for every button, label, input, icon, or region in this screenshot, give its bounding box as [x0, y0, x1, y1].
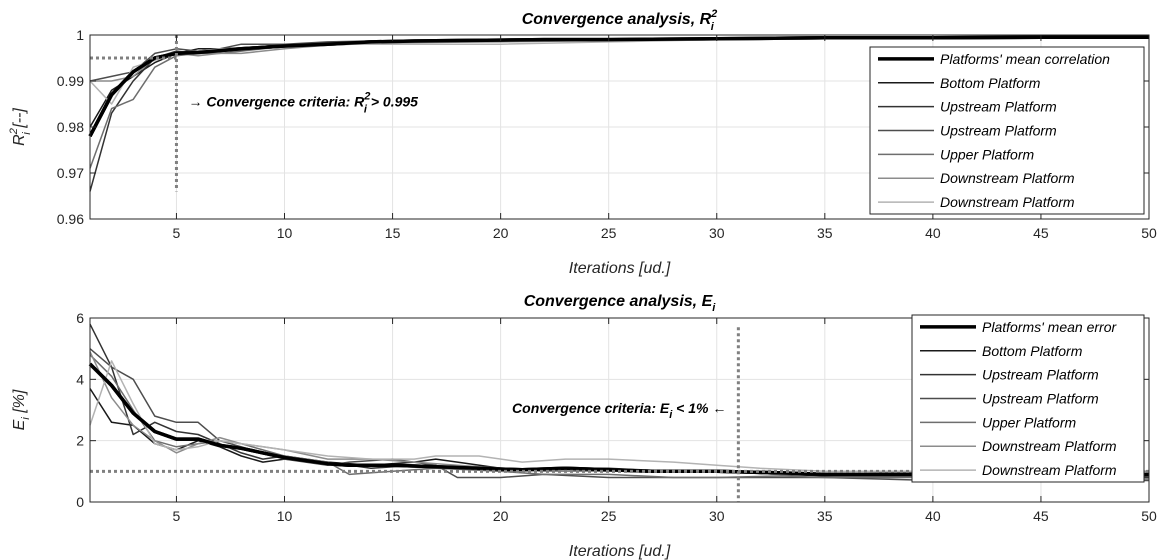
annotation-text-base: → Convergence criteria: R: [188, 93, 365, 109]
chart-title-base: Convergence analysis, R: [522, 11, 712, 28]
x-tick-label: 10: [277, 225, 293, 241]
chart-title-base: Convergence analysis, E: [524, 293, 714, 310]
x-tick-label: 15: [385, 508, 401, 524]
legend-label: Upstream Platform: [982, 391, 1099, 407]
x-tick-label: 10: [277, 508, 293, 524]
series-line-5: [89, 354, 1149, 480]
legend-label: Downstream Platform: [940, 194, 1075, 210]
legend-label: Downstream Platform: [982, 462, 1117, 478]
legend-label: Upper Platform: [940, 146, 1034, 162]
annotation-text: Convergence criteria: Ei < 1% ←: [512, 400, 726, 421]
y-axis-label-base: E: [11, 419, 28, 430]
legend: Platforms' mean correlation Bottom Platfo…: [869, 46, 1145, 215]
y-tick-label: 0.99: [57, 73, 84, 89]
legend-label: Upstream Platform: [940, 123, 1057, 139]
x-tick-label: 35: [817, 508, 833, 524]
x-tick-label: 15: [385, 225, 401, 241]
annotation-text-sub: i: [364, 103, 368, 115]
x-tick-label: 25: [601, 225, 617, 241]
legend-label: Upstream Platform: [982, 367, 1099, 383]
y-tick-label: 0.98: [57, 119, 84, 135]
x-tick-label: 45: [1033, 225, 1049, 241]
legend-label: Upstream Platform: [940, 99, 1057, 115]
x-tick-label: 30: [709, 508, 725, 524]
legend-label: Downstream Platform: [982, 438, 1117, 454]
legend-label: Upper Platform: [982, 414, 1076, 430]
x-axis-label: Iterations [ud.]: [569, 260, 671, 277]
legend-label: Bottom Platform: [982, 343, 1083, 359]
x-tick-label: 25: [601, 508, 617, 524]
y-tick-label: 2: [76, 433, 84, 449]
y-tick-label: 0: [76, 494, 84, 510]
y-axis-label-tail: [%]: [11, 389, 28, 414]
annotation-text-tail: < 1% ←: [676, 400, 726, 416]
chart-title-sup: 2: [710, 8, 717, 20]
x-tick-label: 5: [173, 508, 181, 524]
y-tick-label: 4: [76, 371, 84, 387]
annotation-text: → Convergence criteria: R2 i > 0.995: [188, 90, 418, 115]
y-tick-label: 1: [76, 27, 84, 43]
y-tick-label: 6: [76, 310, 84, 326]
chart-panel-2: 5 10 15 20 25 30 35 40 45 50 0 2 4 6 Convergence analy…: [11, 293, 1157, 560]
series-line-mean: [88, 362, 1149, 477]
legend: Platforms' mean error Bottom Platform Upst…: [911, 314, 1145, 483]
x-tick-label: 50: [1141, 225, 1157, 241]
y-axis-label-sup: 2: [8, 128, 20, 135]
x-tick-label: 40: [925, 225, 941, 241]
annotation-text-sup: 2: [363, 90, 370, 102]
y-axis-label: R2i [--]: [8, 108, 33, 146]
series-line-7: [89, 360, 1149, 476]
annotation-text-base: Convergence criteria: E: [512, 400, 670, 416]
y-axis-label-sub: i: [20, 417, 32, 420]
x-tick-label: 45: [1033, 508, 1049, 524]
x-tick-label: 40: [925, 508, 941, 524]
x-tick-label: 20: [493, 508, 509, 524]
chart-title-sub: i: [712, 302, 716, 314]
legend-label: Bottom Platform: [940, 75, 1041, 91]
legend-label: Downstream Platform: [940, 170, 1075, 186]
chart-panel-1: 5 10 15 20 25 30 35 40 45 50 0.96 0.97 0.98 0.99 1 Conv…: [8, 8, 1157, 277]
y-axis-label-sub: i: [21, 132, 33, 135]
chart-title: Convergence analysis, Ei: [524, 293, 717, 314]
y-axis-label-base: R: [11, 134, 28, 146]
legend-label: Platforms' mean error: [982, 319, 1117, 335]
chart-title: Convergence analysis, R2 i: [522, 8, 718, 33]
x-tick-label: 35: [817, 225, 833, 241]
legend-label: Platforms' mean correlation: [940, 51, 1110, 67]
annotation-text-sub: i: [669, 409, 673, 421]
chart-title-sub: i: [711, 21, 715, 33]
y-tick-label: 0.96: [57, 211, 84, 227]
annotation-text-tail: > 0.995: [371, 93, 418, 109]
axes-box: [89, 317, 1150, 503]
y-axis-label-tail: [--]: [11, 108, 28, 129]
x-tick-label: 50: [1141, 508, 1157, 524]
x-tick-label: 20: [493, 225, 509, 241]
series-line-mean: [88, 35, 1149, 138]
x-axis-label: Iterations [ud.]: [569, 543, 671, 560]
y-axis-label: Ei [%]: [11, 389, 32, 430]
x-tick-label: 30: [709, 225, 725, 241]
x-tick-label: 5: [173, 225, 181, 241]
y-tick-label: 0.97: [57, 165, 84, 181]
